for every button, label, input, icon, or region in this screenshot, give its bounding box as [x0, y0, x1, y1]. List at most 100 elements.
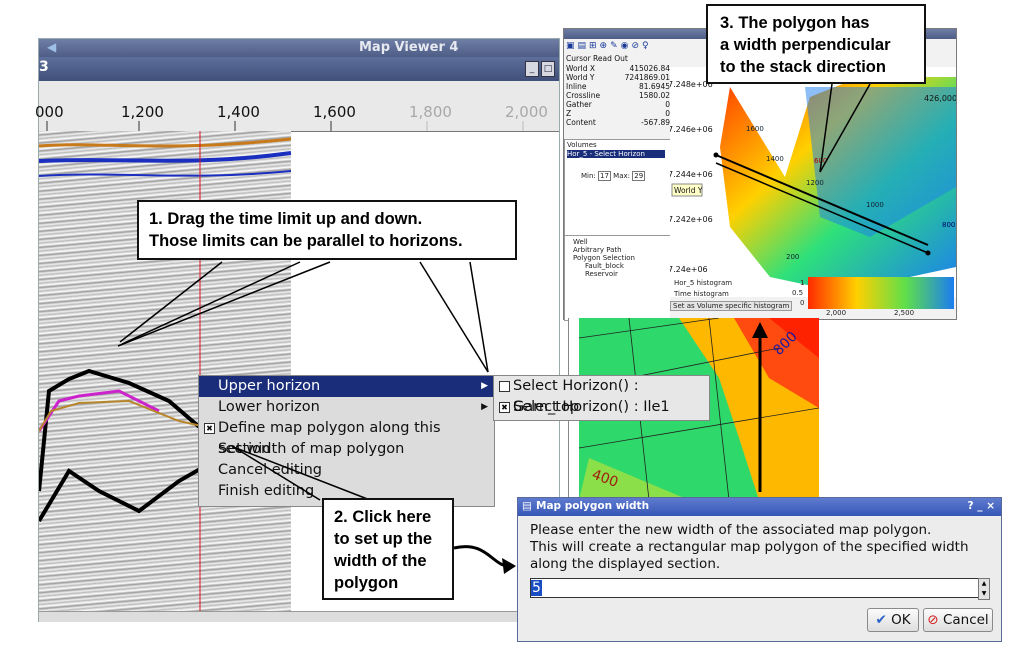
readout-row: World Y 7241869.01	[566, 73, 670, 82]
tree-item[interactable]: Arbitrary Path	[573, 246, 622, 254]
context-menu-item[interactable]: Lower horizon ▶	[199, 397, 494, 418]
contour-label: 600	[814, 157, 827, 165]
hist-option-time[interactable]: Time histogram	[674, 290, 729, 298]
volumes-title: Volumes	[567, 141, 597, 149]
contour-label: 1400	[766, 155, 784, 163]
tree-item[interactable]: Reservoir	[585, 270, 618, 278]
tree-item[interactable]: Polygon Selection	[573, 254, 635, 262]
min-label: Min:	[581, 172, 596, 180]
contour-label: 1600	[746, 125, 764, 133]
3d-map-graphic: 7.248e+06 7.246e+06 7.244e+06 7.242e+06 …	[670, 77, 956, 292]
menu-item-label: Lower horizon	[218, 399, 320, 415]
readout-row: Crossline 1580.02	[566, 91, 670, 100]
readout-value: -567.89	[641, 118, 670, 127]
volumes-panel: Volumes Hor_5 - Select Horizon Min: 17 M…	[564, 139, 671, 236]
y-tick: 7.24e+06	[670, 265, 708, 274]
menu-item-label: Upper horizon	[218, 378, 321, 394]
readout-value: 0	[665, 100, 670, 109]
readout-value: 7241869.01	[624, 73, 670, 82]
cancel-button[interactable]: ⊘ Cancel	[923, 608, 993, 632]
tree-item[interactable]: Fault_block	[585, 262, 624, 270]
readout-value: 0	[665, 109, 670, 118]
x-tick: 426,000	[924, 94, 956, 103]
ok-check-icon: ✔	[875, 612, 887, 628]
tree-panel: Well Arbitrary Path Polygon Selection Fault…	[564, 235, 671, 321]
readout-row: Content -567.89	[566, 118, 670, 127]
readout-key: Z	[566, 109, 572, 118]
polygon-handle-left[interactable]	[713, 152, 719, 158]
subwindow-title: 3	[39, 59, 49, 75]
ruler-tick-label: 1,800	[409, 103, 452, 121]
horizontal-scrollbar[interactable]	[39, 611, 559, 622]
contour-label: 1200	[806, 179, 824, 187]
tree-item[interactable]: Well	[573, 238, 588, 246]
hist-axis-tick: 2,500	[894, 309, 915, 317]
ruler-tick-label: 1,600	[313, 103, 356, 121]
map-viewer-titlebar[interactable]: ◀ Map Viewer 4	[39, 39, 559, 57]
window-title: Map Viewer 4	[359, 40, 459, 55]
min-max-row: Min: 17 Max: 29	[581, 171, 646, 181]
y-tick: 7.248e+06	[670, 80, 713, 89]
tooltip-bg	[671, 183, 703, 197]
contour-label: 800	[942, 221, 955, 229]
y-tick: 7.244e+06	[670, 170, 713, 179]
horizontal-ruler: 000 1,200 1,400 1,600 1,800 2,000	[35, 81, 559, 132]
3d-viewer-toolbar[interactable]: ▣▤⊞⊕✎◉⊘♀	[566, 41, 652, 51]
readout-title: Cursor Read Out	[566, 54, 628, 63]
context-menu-item[interactable]: Finish editing	[199, 481, 494, 502]
checkbox-icon[interactable]	[499, 381, 510, 392]
readout-value: 415026.84	[629, 64, 670, 73]
dialog-app-icon: ▤	[522, 500, 532, 512]
width-spin-buttons[interactable]: ▲ ▼	[978, 578, 990, 600]
dialog-title: Map polygon width	[536, 500, 650, 512]
max-spinbox[interactable]: 29	[632, 171, 646, 181]
polygon-width-input[interactable]: 5	[530, 578, 980, 598]
histogram-colorbar	[808, 277, 954, 309]
volume-item[interactable]: Hor_5 - Select Horizon	[567, 150, 665, 158]
y-tick: 7.246e+06	[670, 125, 713, 134]
dialog-message: Please enter the new width of the associ…	[530, 522, 969, 572]
callout-drag-time-limit: 1. Drag the time limit up and down. Thos…	[137, 200, 517, 260]
dialog-titlebar[interactable]: ▤ Map polygon width ? _ ×	[518, 498, 1001, 516]
cancel-icon: ⊘	[927, 612, 939, 628]
dialog-title-icons[interactable]: ? _ ×	[967, 500, 995, 512]
contour-label: 1000	[866, 201, 884, 209]
readout-key: Crossline	[566, 91, 601, 100]
submenu-item[interactable]: ✖ Select Horizon() : Ile1	[494, 397, 709, 418]
readout-key: World X	[566, 64, 596, 73]
3d-viewer-panel: ▣▤⊞⊕✎◉⊘♀ Cursor Read Out World X 415026.8…	[563, 28, 957, 321]
submenu-item-label: Select Horizon() : Garn_top	[513, 378, 639, 415]
map-viewer-subbar: 3 _ □	[39, 57, 559, 81]
minimize-button[interactable]: _	[525, 61, 539, 77]
menu-item-label: Finish editing	[218, 483, 315, 499]
ok-button[interactable]: ✔ OK	[867, 608, 919, 632]
context-menu-item[interactable]: Upper horizon ▶	[199, 376, 494, 397]
polygon-handle-right[interactable]	[925, 250, 931, 256]
set-volume-histogram-button[interactable]: Set as Volume specific histogram	[670, 301, 793, 311]
readout-value: 81.6945	[638, 82, 670, 91]
min-spinbox[interactable]: 17	[598, 171, 611, 181]
map-viewer-window: ◀ Map Viewer 4 3 _ □ 000 1,200 1,400 1,600 1…	[35, 38, 560, 622]
ruler-ticks-graphic	[46, 121, 524, 131]
y-tick: 7.242e+06	[670, 215, 713, 224]
submenu-item[interactable]: Select Horizon() : Garn_top	[494, 376, 709, 415]
hist-option-hor5[interactable]: Hor_5 histogram	[674, 279, 733, 287]
ok-label: OK	[891, 612, 911, 628]
ruler-tick-label: 2,000	[505, 103, 548, 121]
submenu-arrow-icon: ▶	[481, 402, 488, 412]
cancel-label: Cancel	[942, 612, 989, 628]
context-menu: Upper horizon ▶ Lower horizon ▶ ✖ Define map …	[198, 375, 495, 507]
readout-value: 1580.02	[638, 91, 670, 100]
context-menu-item[interactable]: Set width of map polygon	[199, 439, 494, 460]
maximize-button[interactable]: □	[541, 61, 555, 77]
callout-click-set-width: 2. Click here to set up the width of the…	[322, 498, 454, 600]
context-menu-item[interactable]: ✖ Define map polygon along this section	[199, 418, 494, 457]
submenu-arrow-icon: ▶	[481, 381, 488, 391]
3d-map-view[interactable]: 7.248e+06 7.246e+06 7.244e+06 7.242e+06 …	[670, 67, 956, 297]
max-label: Max:	[613, 172, 631, 180]
readout-row: World X 415026.84	[566, 64, 670, 73]
checkbox-icon[interactable]: ✖	[499, 402, 510, 413]
ruler-tick-label: 1,400	[217, 103, 260, 121]
